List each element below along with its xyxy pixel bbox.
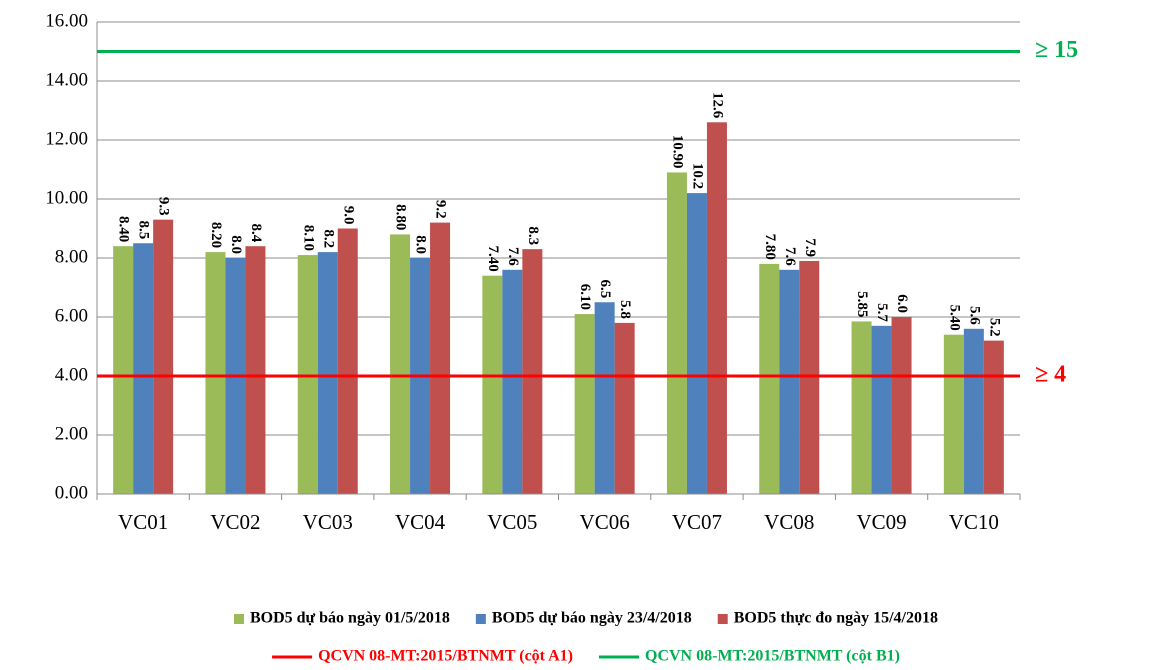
x-tick-label: VC04 bbox=[395, 510, 446, 534]
y-tick-label: 8.00 bbox=[55, 246, 88, 267]
data-label: 9.2 bbox=[433, 200, 449, 219]
x-tick-label: VC07 bbox=[672, 510, 722, 534]
x-tick-label: VC02 bbox=[210, 510, 260, 534]
data-label: 10.90 bbox=[670, 135, 686, 169]
bar bbox=[871, 325, 892, 494]
data-label: 8.5 bbox=[136, 221, 152, 240]
reference-label: ≥ 15 bbox=[1035, 37, 1078, 63]
data-label: 8.0 bbox=[228, 235, 244, 254]
y-tick-label: 12.00 bbox=[45, 128, 88, 149]
bar bbox=[891, 317, 912, 494]
legend-label: BOD5 dự báo ngày 01/5/2018 bbox=[250, 610, 450, 627]
legend-swatch bbox=[475, 614, 486, 624]
bar bbox=[594, 302, 615, 494]
bar bbox=[337, 228, 358, 494]
bar bbox=[317, 252, 338, 494]
data-label: 12.6 bbox=[710, 92, 726, 119]
data-label: 7.40 bbox=[485, 245, 501, 271]
bar bbox=[502, 269, 523, 494]
data-label: 8.2 bbox=[320, 229, 336, 248]
y-tick-label: 2.00 bbox=[55, 423, 88, 444]
bar bbox=[759, 263, 780, 494]
x-tick-label: VC01 bbox=[118, 510, 168, 534]
bar bbox=[430, 222, 451, 494]
bar bbox=[686, 193, 707, 494]
y-tick-label: 0.00 bbox=[55, 482, 88, 503]
bar bbox=[666, 172, 687, 494]
reference-label: ≥ 4 bbox=[1035, 362, 1066, 388]
data-label: 5.6 bbox=[966, 306, 982, 325]
data-label: 6.10 bbox=[577, 284, 593, 310]
y-tick-label: 6.00 bbox=[55, 305, 88, 326]
data-label: 8.4 bbox=[248, 223, 264, 242]
bar bbox=[113, 246, 134, 494]
data-label: 5.7 bbox=[874, 303, 890, 322]
y-tick-label: 16.00 bbox=[45, 10, 88, 31]
legend-label: QCVN 08-MT:2015/BTNMT (cột B1) bbox=[645, 648, 900, 665]
data-label: 8.40 bbox=[116, 216, 132, 242]
data-label: 7.6 bbox=[782, 247, 798, 266]
data-label: 8.20 bbox=[208, 222, 224, 248]
data-label: 8.80 bbox=[393, 204, 409, 230]
x-tick-label: VC03 bbox=[303, 510, 353, 534]
data-label: 5.85 bbox=[854, 291, 870, 317]
data-label: 8.0 bbox=[413, 235, 429, 254]
data-label: 5.8 bbox=[617, 300, 633, 319]
bar bbox=[963, 328, 984, 494]
x-tick-label: VC05 bbox=[487, 510, 537, 534]
data-label: 9.3 bbox=[156, 197, 172, 216]
data-label: 7.9 bbox=[802, 238, 818, 257]
bar bbox=[706, 122, 727, 495]
bar bbox=[205, 252, 226, 494]
data-label: 7.80 bbox=[762, 234, 778, 260]
data-label: 7.6 bbox=[505, 247, 521, 266]
bar bbox=[574, 314, 595, 494]
y-tick-label: 14.00 bbox=[45, 69, 88, 90]
data-label: 5.2 bbox=[986, 318, 1002, 337]
data-label: 8.10 bbox=[300, 225, 316, 251]
bar bbox=[153, 219, 174, 494]
data-label: 9.0 bbox=[340, 206, 356, 225]
data-label: 6.5 bbox=[597, 280, 613, 299]
legend-label: BOD5 thực đo ngày 15/4/2018 bbox=[734, 610, 938, 627]
legend-swatch bbox=[717, 614, 728, 624]
bar bbox=[245, 246, 266, 494]
y-tick-label: 4.00 bbox=[55, 364, 88, 385]
bar bbox=[943, 334, 964, 494]
data-label: 8.3 bbox=[525, 226, 541, 245]
data-label: 5.40 bbox=[946, 304, 962, 330]
legend-label: BOD5 dự báo ngày 23/4/2018 bbox=[492, 610, 692, 627]
bar bbox=[390, 234, 411, 494]
data-label: 6.0 bbox=[894, 294, 910, 313]
x-tick-label: VC08 bbox=[764, 510, 814, 534]
x-tick-label: VC10 bbox=[949, 510, 999, 534]
bar bbox=[851, 321, 872, 494]
bar bbox=[133, 243, 154, 494]
x-tick-label: VC06 bbox=[580, 510, 630, 534]
bar bbox=[983, 340, 1004, 494]
legend-swatch bbox=[233, 614, 244, 624]
y-tick-label: 10.00 bbox=[45, 187, 88, 208]
bar bbox=[522, 249, 543, 494]
bar bbox=[779, 269, 800, 494]
legend-label: QCVN 08-MT:2015/BTNMT (cột A1) bbox=[318, 648, 573, 665]
x-tick-label: VC09 bbox=[856, 510, 906, 534]
bar bbox=[614, 322, 635, 494]
bar bbox=[482, 275, 503, 494]
data-label: 10.2 bbox=[690, 163, 706, 189]
